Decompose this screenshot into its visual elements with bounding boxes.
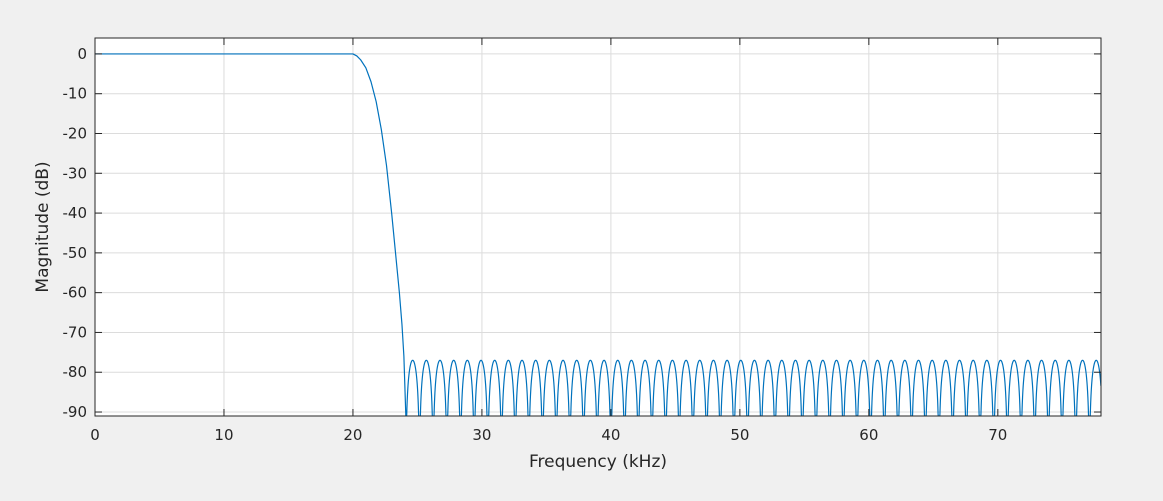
x-tick-label: 40: [601, 426, 620, 444]
y-tick-label: -10: [63, 85, 88, 103]
x-tick-label: 50: [730, 426, 749, 444]
y-tick-label: -90: [63, 403, 88, 421]
y-tick-label: -20: [63, 124, 88, 142]
axes-box: [94, 37, 1102, 417]
magnitude-response-line: [95, 53, 1101, 416]
series-layer: [95, 53, 1101, 416]
y-tick-label: 0: [77, 45, 87, 63]
x-tick-label: 20: [343, 426, 362, 444]
x-tick-labels: 0 10 20 30 40 50 60 70: [90, 426, 1007, 444]
x-tick-label: 60: [859, 426, 878, 444]
x-tick-label: 30: [472, 426, 491, 444]
x-tick-label: 0: [90, 426, 100, 444]
x-axis-label: Frequency (kHz): [529, 452, 667, 472]
y-tick-label: -50: [63, 244, 88, 262]
y-axis-label: Magnitude (dB): [33, 161, 53, 292]
y-tick-labels: 0 -10 -20 -30 -40 -50 -60 -70 -80 -90: [63, 45, 88, 421]
y-tick-label: -70: [63, 323, 88, 341]
y-tick-label: -80: [63, 363, 88, 381]
y-tick-label: -60: [63, 284, 88, 302]
x-tick-label: 70: [988, 426, 1007, 444]
axis-ticks: [94, 38, 1101, 416]
plot-area: [95, 38, 1101, 416]
x-tick-label: 10: [214, 426, 233, 444]
y-tick-label: -40: [63, 204, 88, 222]
y-tick-label: -30: [63, 164, 88, 182]
